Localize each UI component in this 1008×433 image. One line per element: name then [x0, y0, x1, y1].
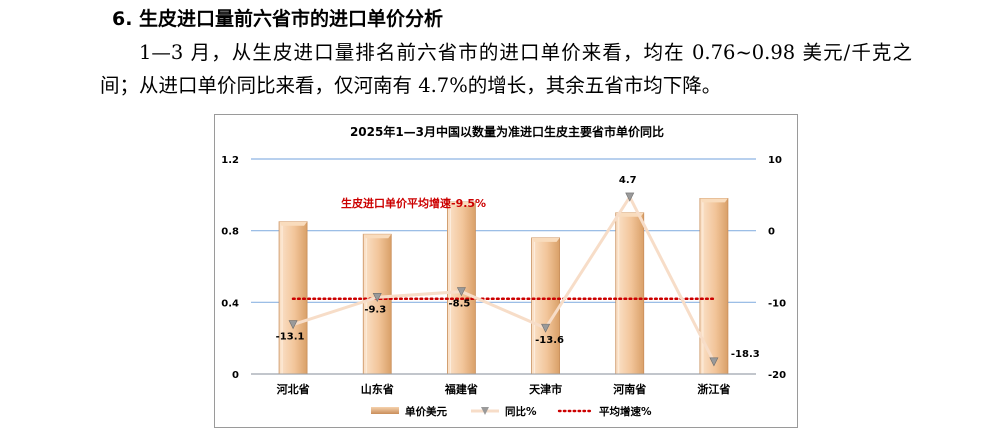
- section-heading: 6. 生皮进口量前六省市的进口单价分析: [112, 8, 444, 30]
- left-axis-tick-label: 0: [232, 370, 239, 381]
- right-axis-tick-label: -20: [768, 370, 786, 381]
- unit-price-bar: [615, 212, 645, 375]
- yoy-data-label: -18.3: [731, 349, 760, 360]
- yoy-data-label: -9.3: [364, 304, 386, 315]
- left-axis-tick-label: 0.8: [221, 227, 239, 238]
- x-axis-category-label: 山东省: [361, 382, 394, 396]
- chart-container: 2025年1—3月中国以数量为准进口生皮主要省市单价同比 -13.1 -9.3 -8…: [214, 114, 798, 428]
- unit-price-bar: [531, 237, 560, 375]
- legend-unit-price: 单价美元: [405, 405, 447, 418]
- bar-top-bevel: [363, 234, 392, 239]
- right-axis-tick-label: 10: [768, 155, 782, 166]
- yoy-data-label: -13.1: [276, 332, 305, 343]
- unit-price-chart: 2025年1—3月中国以数量为准进口生皮主要省市单价同比 -13.1 -9.3 -8…: [221, 124, 786, 418]
- x-axis-category-label: 河北省: [277, 382, 310, 396]
- legend-bar-swatch: [371, 407, 399, 414]
- right-axis-tick-label: -10: [768, 298, 786, 309]
- yoy-data-label: -8.5: [448, 299, 470, 310]
- yoy-marker: [541, 323, 551, 333]
- yoy-data-label: -13.6: [535, 335, 564, 346]
- yoy-marker: [709, 357, 719, 367]
- yoy-marker: [288, 320, 298, 330]
- x-axis-category-label: 河南省: [613, 382, 646, 396]
- unit-price-bar: [699, 198, 729, 375]
- yoy-marker: [625, 192, 635, 202]
- yoy-marker: [456, 287, 466, 297]
- left-axis-tick-label: 1.2: [221, 155, 239, 166]
- chart-title: 2025年1—3月中国以数量为准进口生皮主要省市单价同比: [350, 124, 664, 139]
- bar-top-bevel: [531, 237, 560, 242]
- x-axis-category-label: 天津市: [529, 382, 562, 396]
- bar-top-bevel: [699, 198, 728, 203]
- x-axis-category-label: 福建省: [444, 382, 478, 396]
- right-axis-tick-label: 0: [768, 227, 775, 238]
- yoy-data-label: 4.7: [619, 175, 637, 186]
- x-axis-category-label: 浙江省: [697, 382, 730, 396]
- legend-yoy: 同比%: [505, 405, 537, 418]
- bar-top-bevel: [447, 202, 476, 206]
- left-axis-tick-label: 0.4: [221, 298, 239, 309]
- yoy-marker: [372, 293, 382, 302]
- average-growth-annotation: 生皮进口单价平均增速-9.5%: [341, 196, 486, 210]
- yoy-line: [292, 193, 716, 363]
- legend-yoy-marker: [481, 407, 489, 415]
- legend-average: 平均增速%: [599, 405, 652, 418]
- analysis-paragraph: 1—3 月，从生皮进口量排名前六省市的进口单价来看，均在 0.76~0.98 美…: [100, 41, 912, 97]
- bar-top-bevel: [279, 221, 308, 226]
